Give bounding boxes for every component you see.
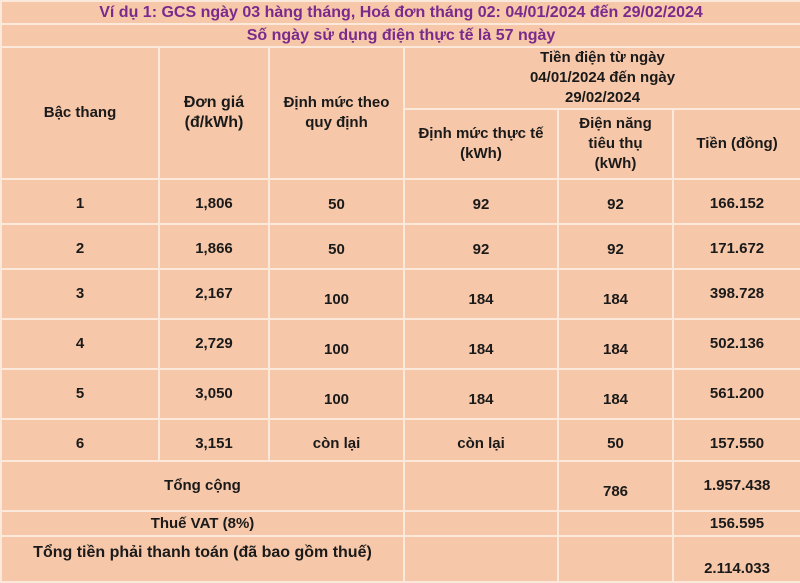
cell-quota: còn lại	[268, 418, 405, 462]
cell-price: 3,151	[158, 418, 270, 462]
cell-amount: 398.728	[671, 268, 800, 320]
table-row: 6 3,151 còn lại còn lại 50 157.550	[0, 418, 800, 462]
cell-actual: 92	[403, 178, 559, 225]
cell-amount: 157.550	[671, 418, 800, 462]
header-actual-quota: Định mức thực tế (kWh)	[403, 108, 559, 180]
cell-tier: 6	[0, 418, 160, 462]
header-period: Tiền điện từ ngày 04/01/2024 đến ngày 29…	[402, 46, 800, 110]
cell-tier: 5	[0, 368, 160, 420]
vat-label: Thuế VAT (8%)	[0, 510, 405, 537]
cell-tier: 3	[0, 268, 160, 320]
cell-price: 2,729	[158, 318, 270, 370]
cell-consumption: 50	[557, 418, 674, 462]
cell-consumption: 92	[557, 178, 674, 225]
grand-total-empty	[557, 535, 674, 583]
header-amount: Tiền (đồng)	[671, 108, 800, 180]
table-row: 1 1,806 50 92 92 166.152	[0, 178, 800, 225]
header-quota: Định mức theo quy định	[268, 46, 405, 180]
header-consumption: Điện năng tiêu thụ (kWh)	[557, 108, 674, 180]
grand-total-amount: 2.114.033	[671, 535, 800, 583]
cell-amount: 166.152	[671, 178, 800, 225]
cell-amount: 561.200	[671, 368, 800, 420]
total-consumption: 786	[557, 460, 674, 512]
total-empty	[403, 460, 559, 512]
cell-quota: 50	[268, 178, 405, 225]
cell-price: 2,167	[158, 268, 270, 320]
cell-quota: 100	[268, 268, 405, 320]
cell-actual: 184	[403, 318, 559, 370]
table-title: Ví dụ 1: GCS ngày 03 hàng tháng, Hoá đơn…	[0, 0, 800, 25]
cell-actual: còn lại	[403, 418, 559, 462]
vat-amount: 156.595	[671, 510, 800, 537]
cell-actual: 184	[403, 268, 559, 320]
cell-price: 1,806	[158, 178, 270, 225]
cell-actual: 92	[403, 223, 559, 270]
cell-tier: 1	[0, 178, 160, 225]
cell-consumption: 184	[557, 318, 674, 370]
header-price: Đơn giá (đ/kWh)	[158, 46, 270, 180]
vat-empty	[403, 510, 559, 537]
table-subtitle: Số ngày sử dụng điện thực tế là 57 ngày	[0, 23, 800, 48]
cell-tier: 2	[0, 223, 160, 270]
table-row: 2 1,866 50 92 92 171.672	[0, 223, 800, 270]
cell-consumption: 184	[557, 268, 674, 320]
grand-total-label: Tổng tiền phải thanh toán (đã bao gồm th…	[0, 535, 405, 583]
cell-quota: 100	[268, 368, 405, 420]
cell-price: 1,866	[158, 223, 270, 270]
cell-quota: 100	[268, 318, 405, 370]
cell-actual: 184	[403, 368, 559, 420]
total-amount: 1.957.438	[671, 460, 800, 512]
cell-consumption: 184	[557, 368, 674, 420]
table-row: 5 3,050 100 184 184 561.200	[0, 368, 800, 420]
total-label: Tổng cộng	[0, 460, 405, 512]
vat-empty	[557, 510, 674, 537]
grand-total-empty	[403, 535, 559, 583]
cell-amount: 171.672	[671, 223, 800, 270]
cell-amount: 502.136	[671, 318, 800, 370]
table-row: 3 2,167 100 184 184 398.728	[0, 268, 800, 320]
cell-price: 3,050	[158, 368, 270, 420]
cell-tier: 4	[0, 318, 160, 370]
cell-consumption: 92	[557, 223, 674, 270]
cell-quota: 50	[268, 223, 405, 270]
table-row: 4 2,729 100 184 184 502.136	[0, 318, 800, 370]
header-tier: Bậc thang	[0, 46, 160, 180]
